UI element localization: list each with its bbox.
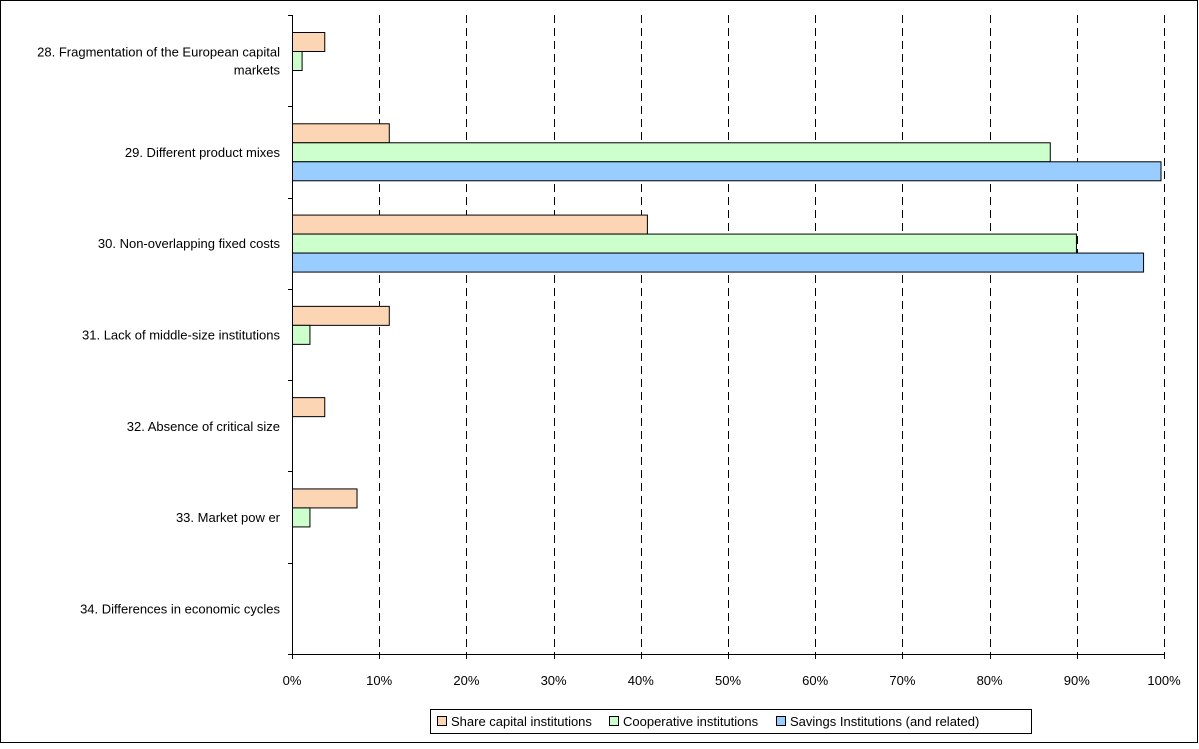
x-tick-label: 0% xyxy=(283,673,302,688)
x-tick-label: 70% xyxy=(889,673,915,688)
x-tick-label: 10% xyxy=(366,673,392,688)
category-label: 32. Absence of critical size xyxy=(127,419,280,434)
legend-label: Cooperative institutions xyxy=(623,714,759,729)
legend-swatch xyxy=(609,716,619,726)
legend-swatch xyxy=(437,716,447,726)
bar-share-capital-5 xyxy=(292,488,358,509)
category-label: 31. Lack of middle-size institutions xyxy=(82,328,280,343)
x-tick-label: 60% xyxy=(802,673,828,688)
category-label: 34. Differences in economic cycles xyxy=(80,601,280,616)
bar-cooperative-5 xyxy=(292,507,311,528)
category-label: markets xyxy=(234,63,281,78)
bar-cooperative-3 xyxy=(292,324,311,345)
category-label: 29. Different product mixes xyxy=(125,145,281,160)
legend-label: Savings Institutions (and related) xyxy=(790,714,979,729)
bar-share-capital-4 xyxy=(292,397,326,418)
category-label: 28. Fragmentation of the European capita… xyxy=(37,45,280,60)
x-tick-label: 30% xyxy=(541,673,567,688)
bar-share-capital-1 xyxy=(292,123,390,144)
x-tick-label: 40% xyxy=(628,673,654,688)
bar-savings-1 xyxy=(292,161,1162,182)
legend-swatch xyxy=(776,716,786,726)
x-tick-label: 90% xyxy=(1064,673,1090,688)
bar-share-capital-3 xyxy=(292,305,390,326)
bar-cooperative-0 xyxy=(292,51,303,71)
bar-cooperative-2 xyxy=(292,233,1077,254)
x-tick-label: 20% xyxy=(453,673,479,688)
category-label: 30. Non-overlapping fixed costs xyxy=(98,236,281,251)
bar-share-capital-2 xyxy=(292,214,648,235)
legend-box xyxy=(430,709,1032,734)
bar-cooperative-1 xyxy=(292,142,1051,163)
x-tick-label: 50% xyxy=(715,673,741,688)
x-tick-label: 80% xyxy=(977,673,1003,688)
bar-share-capital-0 xyxy=(292,32,326,52)
x-tick-label: 100% xyxy=(1147,673,1181,688)
legend-label: Share capital institutions xyxy=(451,714,592,729)
category-label: 33. Market pow er xyxy=(176,510,281,525)
bar-savings-2 xyxy=(292,252,1145,273)
